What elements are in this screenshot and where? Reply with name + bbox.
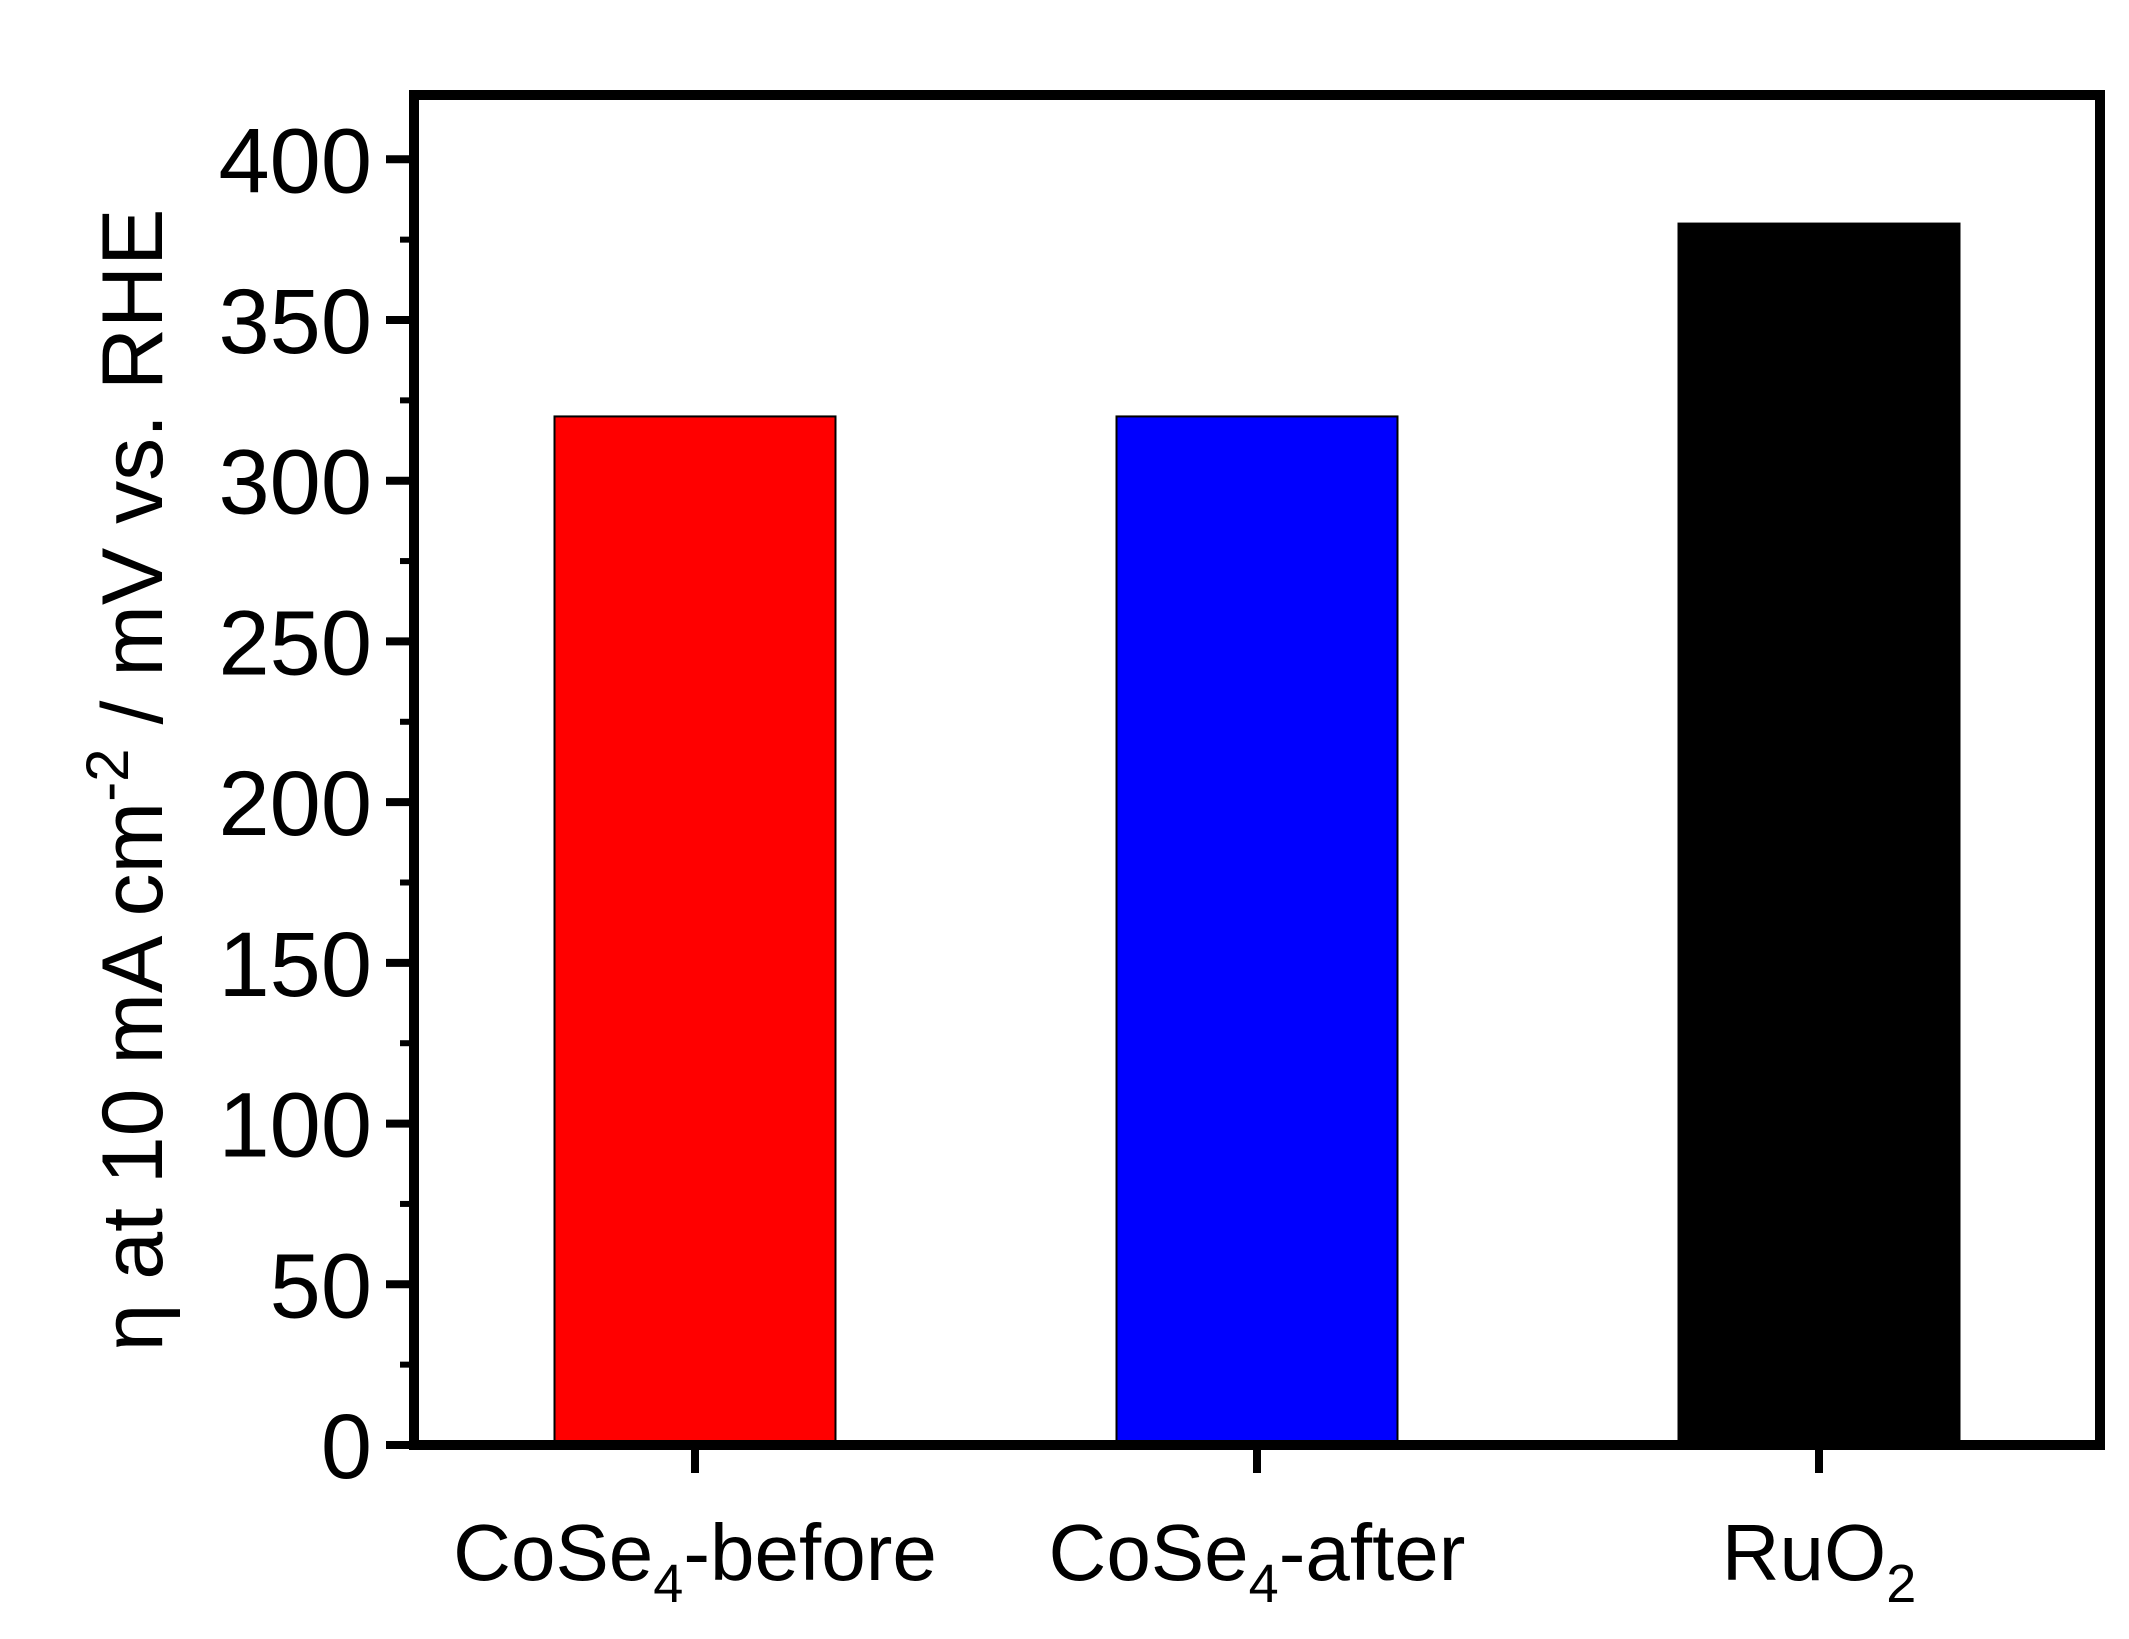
y-tick-label: 50 [270,1235,372,1337]
y-axis-title-prefix: η at 10 mA cm [85,802,181,1352]
x-tick-label: CoSe4-before [453,1508,937,1614]
y-axis: 0 50 100 150 200 250 300 350 400 [219,110,414,1498]
y-tick-label: 300 [219,432,373,534]
bar-2 [1115,415,1399,1446]
y-axis-title-superscript: -2 [74,748,141,801]
y-tick-label: 200 [219,753,373,855]
x-axis: CoSe4-before CoSe4-after RuO2 [453,1445,1916,1614]
x-tick-label: RuO2 [1722,1508,1917,1614]
bars-group [553,222,1961,1447]
y-tick-label: 150 [219,914,373,1016]
y-tick-label: 400 [219,110,373,212]
x-tick-label: CoSe4-after [1049,1508,1466,1614]
bar-3 [1677,222,1961,1447]
y-tick-label: 350 [219,271,373,373]
bar-1 [553,415,837,1446]
y-axis-title: η at 10 mA cm-2 / mV vs. RHE [74,209,181,1352]
y-tick-label: 250 [219,592,373,694]
y-tick-label: 0 [321,1396,372,1498]
y-tick-label: 100 [219,1075,373,1177]
y-axis-title-suffix: / mV vs. RHE [85,209,181,749]
